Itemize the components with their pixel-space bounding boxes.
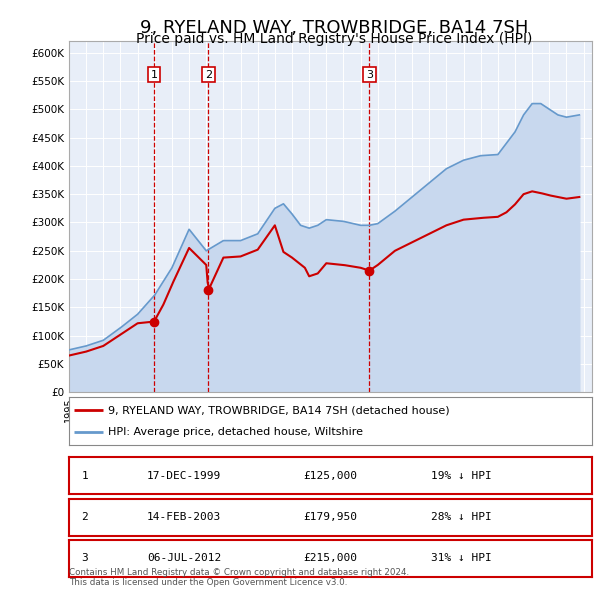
Text: 17-DEC-1999: 17-DEC-1999	[147, 471, 221, 481]
Text: 9, RYELAND WAY, TROWBRIDGE, BA14 7SH (detached house): 9, RYELAND WAY, TROWBRIDGE, BA14 7SH (de…	[108, 405, 450, 415]
Text: 31% ↓ HPI: 31% ↓ HPI	[431, 553, 492, 563]
Text: 28% ↓ HPI: 28% ↓ HPI	[431, 512, 492, 522]
Text: HPI: Average price, detached house, Wiltshire: HPI: Average price, detached house, Wilt…	[108, 427, 363, 437]
Text: £215,000: £215,000	[304, 553, 358, 563]
Text: 06-JUL-2012: 06-JUL-2012	[147, 553, 221, 563]
Text: Price paid vs. HM Land Registry's House Price Index (HPI): Price paid vs. HM Land Registry's House …	[136, 32, 532, 47]
Text: 3: 3	[82, 553, 88, 563]
Text: 9, RYELAND WAY, TROWBRIDGE, BA14 7SH: 9, RYELAND WAY, TROWBRIDGE, BA14 7SH	[140, 19, 529, 37]
Text: 2: 2	[205, 70, 212, 80]
Text: 1: 1	[82, 471, 88, 481]
Text: 19% ↓ HPI: 19% ↓ HPI	[431, 471, 492, 481]
Text: 3: 3	[366, 70, 373, 80]
Text: 2: 2	[82, 512, 88, 522]
Text: Contains HM Land Registry data © Crown copyright and database right 2024.
This d: Contains HM Land Registry data © Crown c…	[69, 568, 409, 587]
Text: 14-FEB-2003: 14-FEB-2003	[147, 512, 221, 522]
Text: £125,000: £125,000	[304, 471, 358, 481]
Text: £179,950: £179,950	[304, 512, 358, 522]
Text: 1: 1	[151, 70, 158, 80]
